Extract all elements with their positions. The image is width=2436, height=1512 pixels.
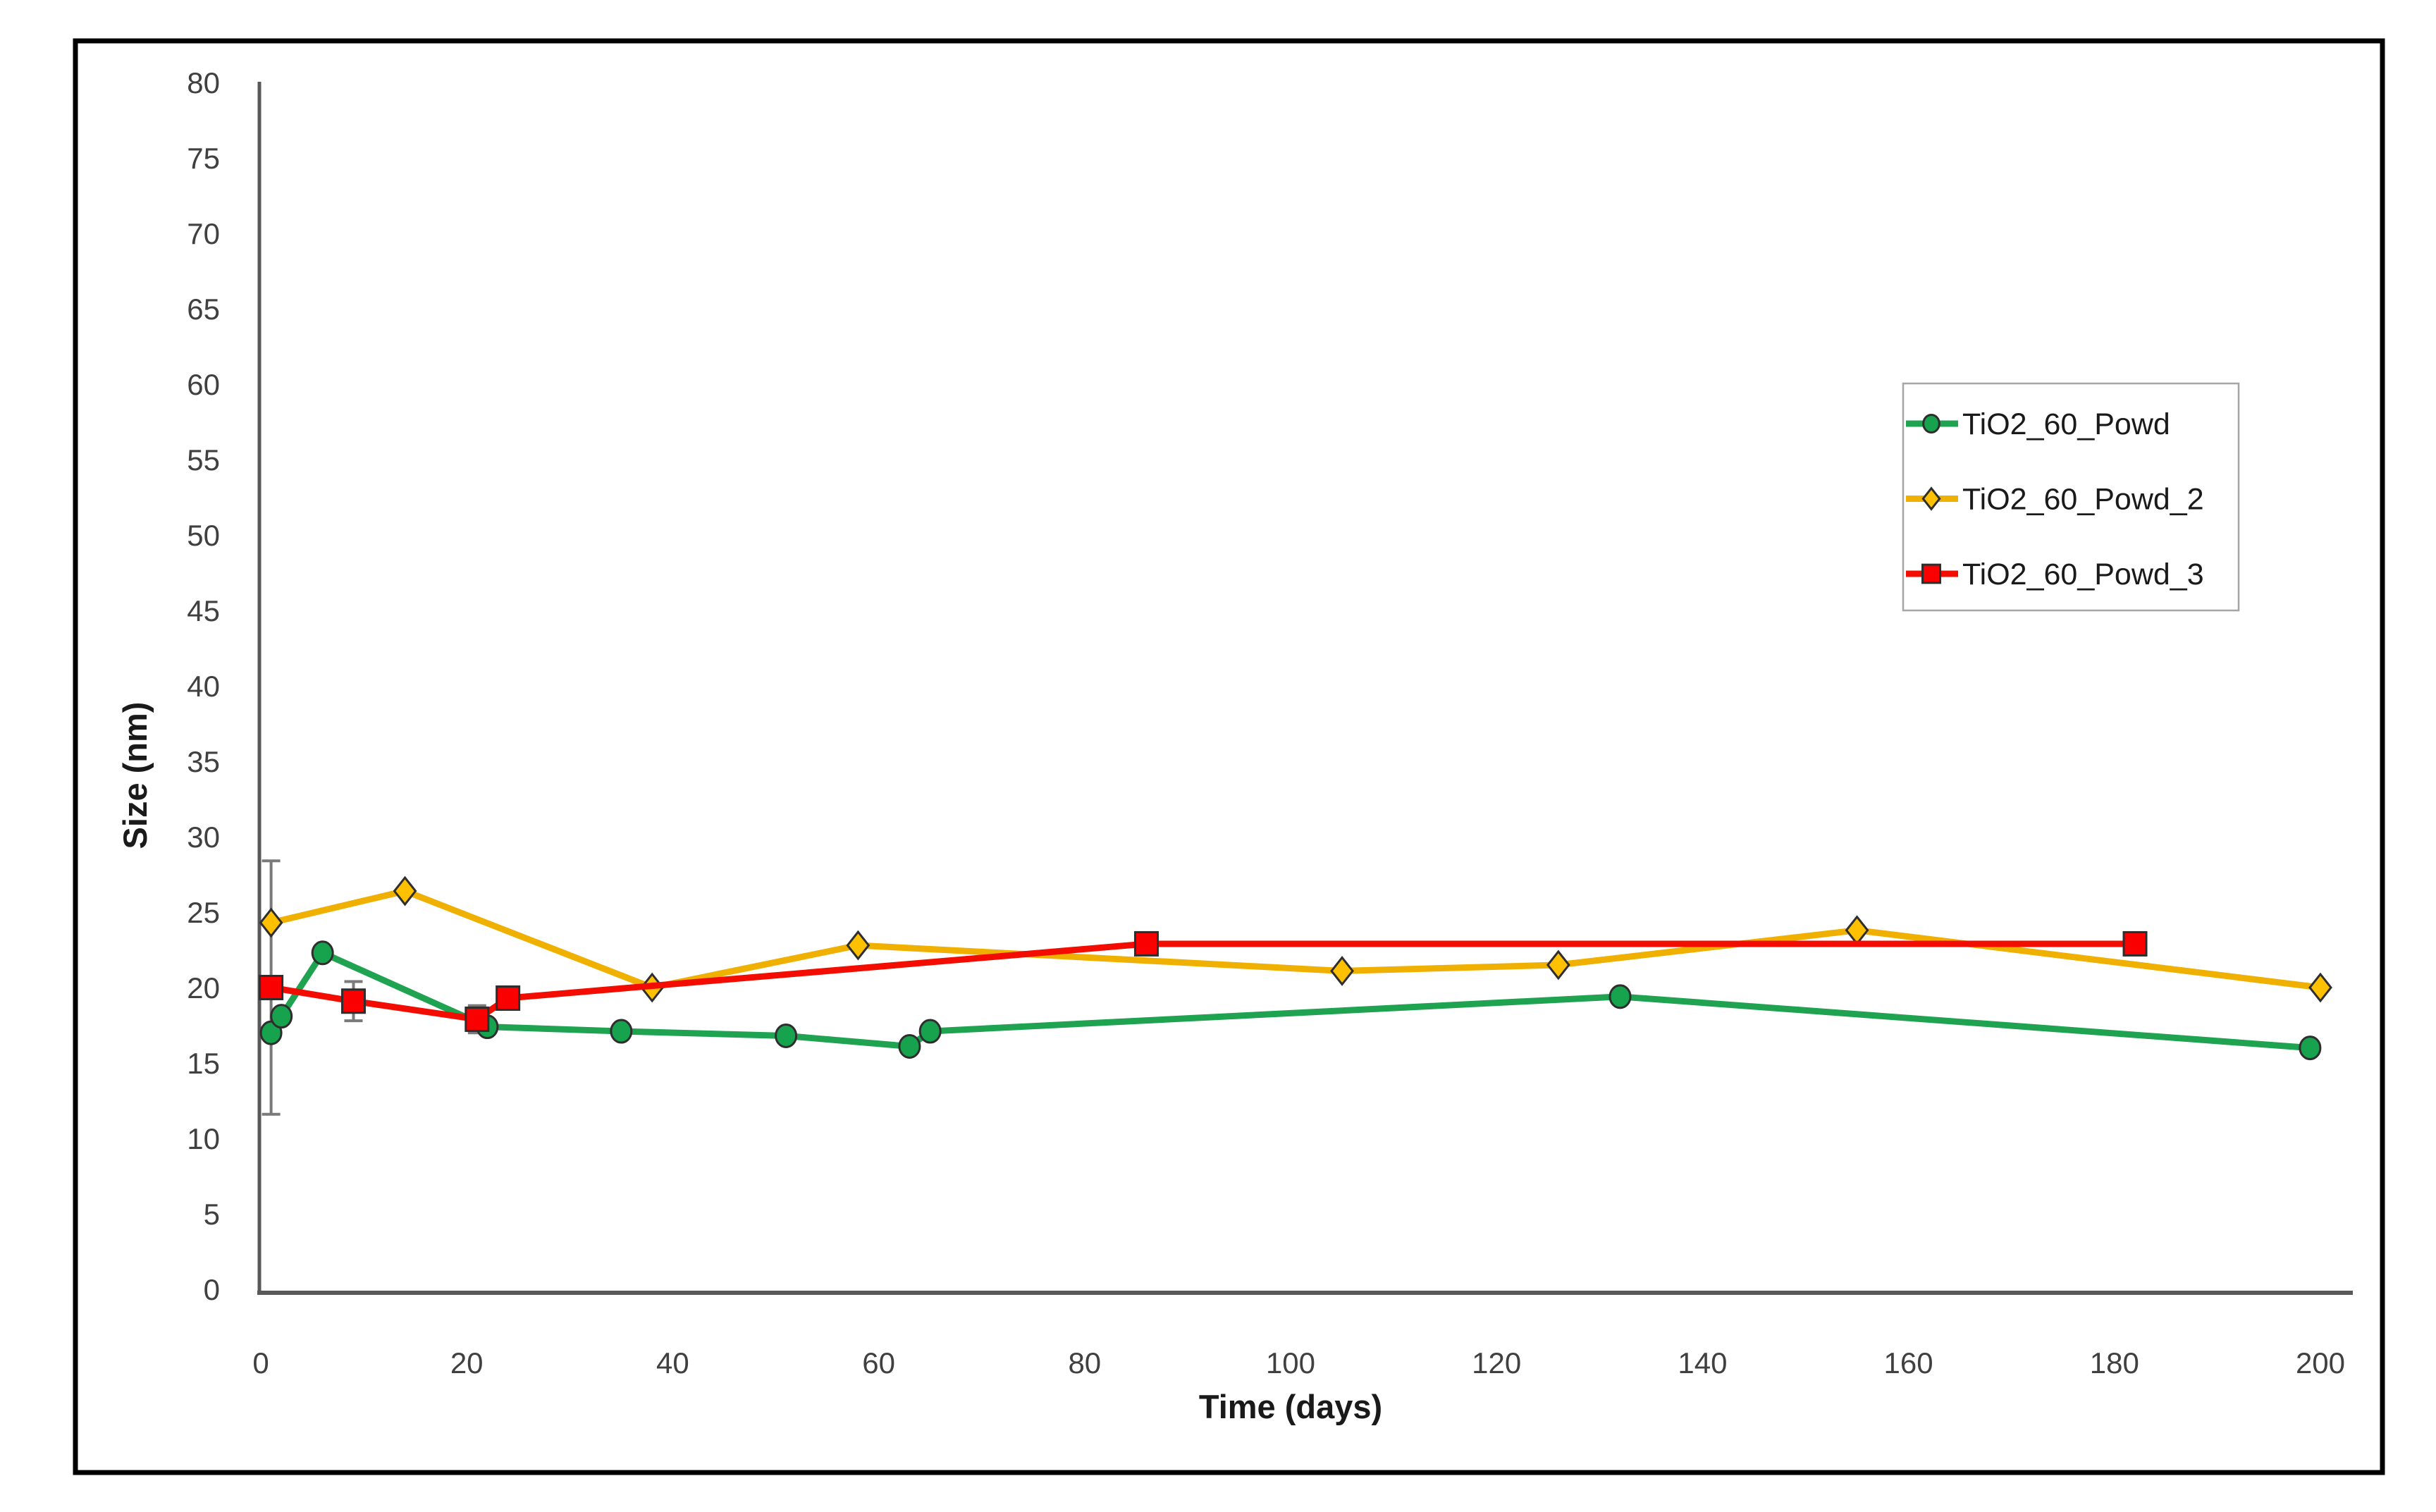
series-TiO2_60_Powd_2	[259, 875, 2332, 1003]
x-tick-label: 20	[450, 1346, 484, 1379]
square-marker	[1133, 930, 1159, 957]
y-tick-label: 65	[187, 293, 220, 326]
y-tick-label: 20	[187, 971, 220, 1004]
diamond-marker	[1921, 486, 1941, 511]
circle-marker	[775, 1023, 798, 1048]
square-marker	[2122, 930, 2148, 957]
y-tick-label: 30	[187, 820, 220, 854]
legend-label: TiO2_60_Powd_3	[1962, 558, 2204, 591]
x-tick-label: 200	[2296, 1346, 2345, 1379]
diamond-marker	[259, 907, 283, 938]
circle-marker	[918, 1019, 942, 1044]
y-tick-label: 25	[187, 896, 220, 929]
y-tick-label: 45	[187, 594, 220, 627]
series-line	[268, 949, 2313, 1052]
legend: TiO2_60_Powd TiO2_60_Powd_2 TiO2_60_Powd_3	[1902, 382, 2240, 612]
square-marker	[1921, 563, 1941, 584]
circle-marker	[1922, 414, 1940, 434]
legend-box	[1902, 382, 2240, 612]
x-tick-label: 120	[1472, 1346, 1521, 1379]
y-tick-label: 75	[187, 142, 220, 175]
square-marker	[465, 1006, 490, 1032]
square-marker	[496, 985, 521, 1011]
diamond-marker	[846, 930, 871, 961]
circle-marker	[311, 940, 334, 966]
x-axis-title: Time (days)	[1199, 1388, 1382, 1425]
y-tick-label: 70	[187, 217, 220, 250]
series-TiO2_60_Powd_3	[259, 930, 2148, 1032]
square-marker	[259, 975, 284, 1000]
x-tick-label: 100	[1266, 1346, 1315, 1379]
diamond-marker	[1330, 956, 1354, 986]
circle-marker	[610, 1019, 633, 1044]
circle-marker	[2299, 1035, 2322, 1061]
square-marker	[340, 988, 366, 1014]
x-tick-label: 180	[2090, 1346, 2139, 1379]
legend-label: TiO2_60_Powd_2	[1962, 483, 2204, 517]
y-tick-label: 0	[204, 1273, 220, 1306]
circle-marker	[1608, 984, 1632, 1009]
diamond-marker	[1546, 949, 1570, 981]
y-tick-label: 35	[187, 745, 220, 778]
y-tick-label: 10	[187, 1122, 220, 1155]
y-tick-label: 15	[187, 1047, 220, 1080]
y-tick-label: 60	[187, 368, 220, 401]
series-line	[268, 940, 2139, 1023]
series-line	[268, 887, 2324, 991]
circle-marker	[898, 1033, 921, 1059]
diamond-marker	[393, 875, 417, 906]
x-tick-label: 0	[252, 1346, 269, 1379]
y-tick-label: 55	[187, 443, 220, 477]
circle-marker	[270, 1004, 293, 1029]
figure-frame	[73, 38, 2385, 1475]
y-tick-label: 5	[204, 1198, 220, 1231]
y-tick-label: 40	[187, 670, 220, 703]
legend-item: TiO2_60_Powd	[1906, 407, 2170, 441]
legend-item: TiO2_60_Powd_3	[1906, 558, 2204, 591]
diamond-marker	[2308, 972, 2332, 1003]
x-tick-label: 160	[1884, 1346, 1933, 1379]
x-tick-label: 140	[1678, 1346, 1727, 1379]
x-tick-label: 80	[1068, 1346, 1101, 1379]
diamond-marker	[1845, 915, 1869, 946]
legend-label: TiO2_60_Powd	[1962, 407, 2170, 441]
x-tick-label: 60	[862, 1346, 895, 1379]
axis-ticks: 0 5 10 15 20 25 30 35 40 45 50 55 60 65 70 75 80 0 20 40 60 8…	[187, 66, 2345, 1379]
series-TiO2_60_Powd	[259, 940, 2322, 1061]
legend-item: TiO2_60_Powd_2	[1906, 483, 2204, 517]
y-tick-label: 50	[187, 519, 220, 552]
y-tick-label: 80	[187, 66, 220, 99]
x-tick-label: 40	[656, 1346, 689, 1379]
y-axis-title: Size (nm)	[116, 702, 154, 849]
